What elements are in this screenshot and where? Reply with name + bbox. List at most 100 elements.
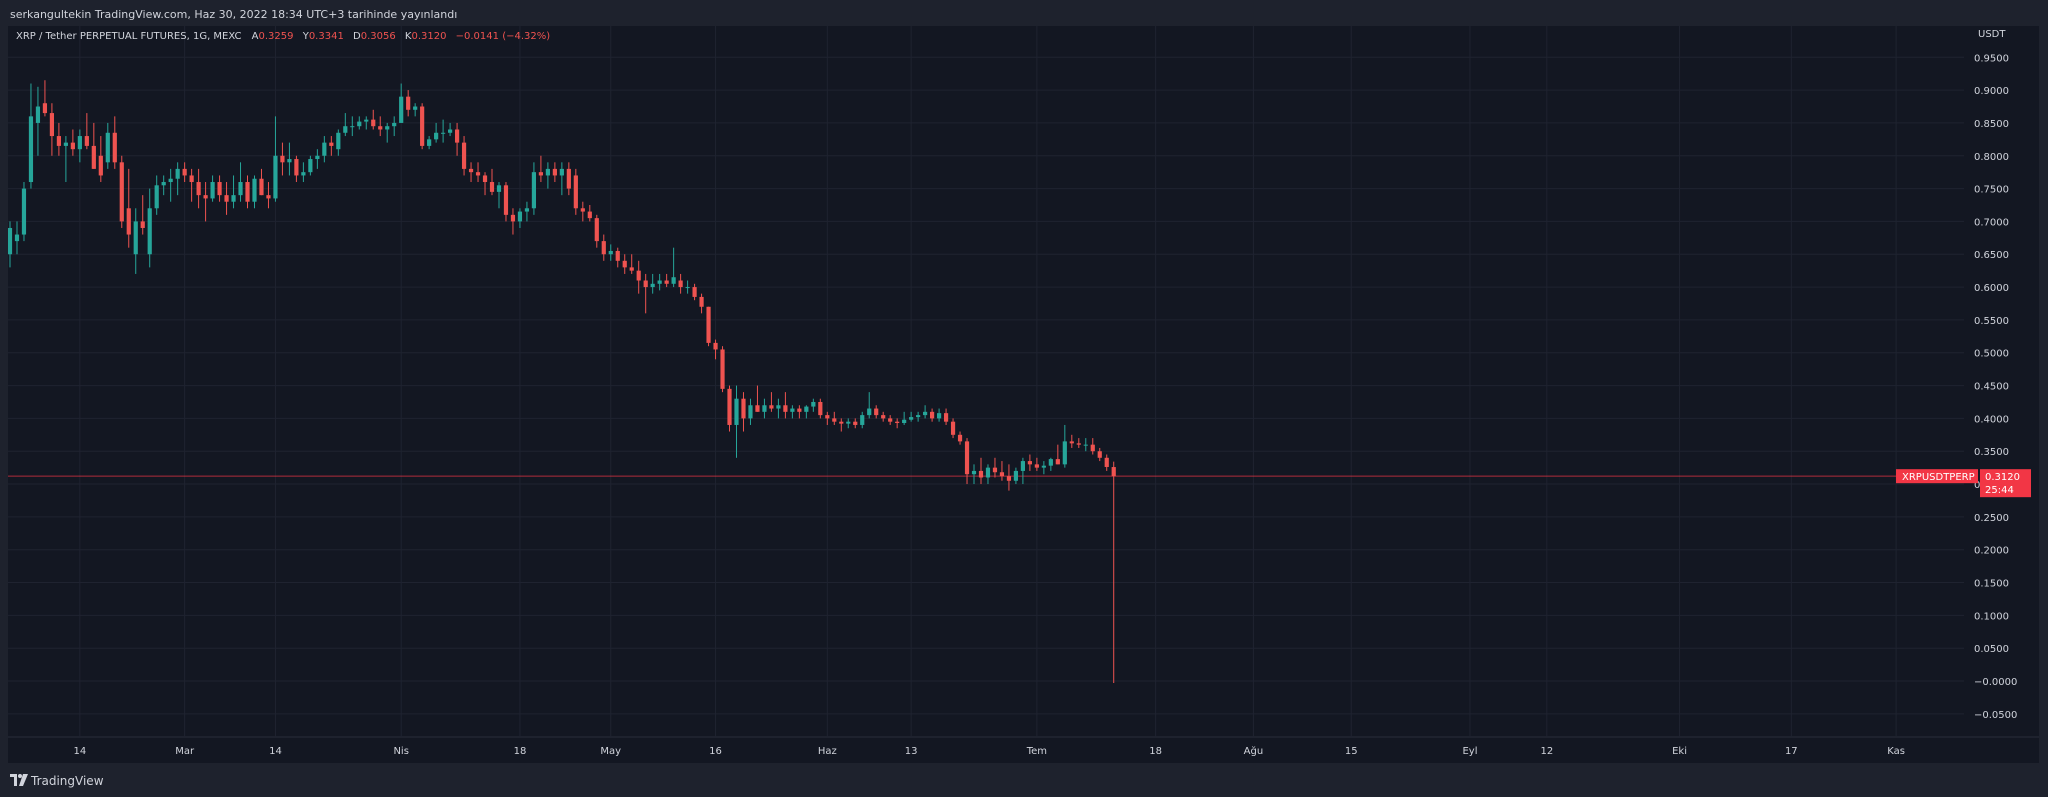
candle-body: [755, 405, 760, 412]
candle-body: [1013, 470, 1019, 481]
current-price-tag: XRPUSDTPERP 0.3120 25:44: [1896, 469, 2031, 498]
x-tick-label: Haz: [818, 746, 837, 757]
candle: [168, 168, 173, 202]
candle: [224, 182, 229, 215]
candle-body: [992, 467, 998, 473]
price-tag-background: [1980, 469, 2031, 498]
candle-body: [482, 175, 488, 183]
x-tick-label: 18: [514, 746, 527, 757]
candle: [992, 457, 998, 478]
candle-body: [1034, 464, 1039, 468]
candle-body: [685, 287, 690, 289]
candle: [63, 136, 68, 183]
candle-body: [978, 470, 984, 478]
candle-body: [322, 142, 327, 156]
candle: [8, 221, 13, 268]
candle: [301, 162, 306, 183]
candle-body: [231, 195, 236, 202]
candle: [252, 175, 257, 209]
candle-body: [1041, 465, 1046, 468]
candle: [825, 411, 830, 425]
candle: [441, 119, 446, 143]
candle-body: [902, 419, 907, 423]
candle-body: [846, 421, 851, 424]
chart-frame[interactable]: 0.9500 0.9000 0.8500 0.8000 0.7500 0.7000 0.65…: [8, 26, 2039, 763]
x-tick-label: Eki: [1672, 746, 1687, 757]
symbol-legend[interactable]: XRP / Tether PERPETUAL FUTURES, 1G, MEXC…: [16, 31, 550, 42]
y-tick-label: 0.9500: [1974, 53, 2009, 64]
candle-body: [182, 168, 187, 176]
candle-body: [811, 401, 816, 407]
candle-body: [189, 175, 194, 183]
candle-body: [804, 406, 809, 412]
candle: [245, 175, 250, 209]
candle: [231, 175, 236, 209]
candle-body: [126, 208, 131, 235]
candle-body: [727, 388, 732, 425]
candle: [748, 398, 753, 425]
candle: [804, 405, 809, 419]
candle: [916, 411, 921, 422]
candle: [1041, 461, 1046, 475]
candle-body: [301, 172, 306, 176]
price-tag-countdown: 25:44: [1985, 485, 2014, 496]
candle: [35, 86, 41, 156]
candle: [678, 273, 683, 294]
candle: [950, 418, 956, 439]
candle: [489, 168, 495, 196]
price-axis[interactable]: 0.9500 0.9000 0.8500 0.8000 0.7500 0.7000 0.65…: [1974, 53, 2017, 721]
candle-body: [999, 472, 1005, 477]
candle: [1020, 457, 1026, 485]
candle-body: [266, 195, 271, 199]
candle: [874, 405, 879, 419]
symbol-tag-background: [1896, 469, 1978, 484]
candle: [357, 116, 362, 130]
candle: [210, 175, 215, 202]
candle-body: [957, 434, 963, 442]
price-axis-unit: USDT: [1978, 29, 2006, 40]
candle: [790, 405, 795, 419]
candle: [496, 182, 502, 209]
candle-body: [238, 182, 243, 196]
candle: [755, 385, 760, 412]
candle: [985, 464, 991, 485]
candle-body: [49, 113, 55, 137]
y-tick-label: 0.3500: [1974, 447, 2009, 458]
price-tag-value: 0.3120: [1985, 472, 2020, 483]
candle: [531, 162, 537, 215]
candle: [475, 162, 481, 183]
candle-body: [399, 96, 404, 123]
candle: [587, 205, 592, 222]
candle: [1062, 424, 1067, 468]
candle: [1013, 467, 1019, 485]
candle-body: [147, 208, 152, 255]
candle: [797, 405, 802, 419]
candlestick-chart[interactable]: 0.9500 0.9000 0.8500 0.8000 0.7500 0.7000 0.65…: [8, 26, 2039, 763]
candle: [776, 398, 781, 419]
candle-body: [971, 470, 977, 475]
candle: [601, 234, 606, 261]
candle-body: [545, 168, 550, 176]
candle: [909, 411, 914, 422]
candle-body: [112, 132, 117, 163]
candle-body: [936, 413, 942, 419]
time-axis[interactable]: 14 Mar 14 Nis 18 May 16 Haz 13 Tem 18 Ağu 15 Eyl 12 Eki…: [73, 745, 1904, 757]
candle-body: [1083, 444, 1088, 446]
candle-body: [259, 178, 264, 196]
candle: [629, 254, 634, 274]
candle: [1111, 461, 1116, 684]
candle: [895, 418, 900, 429]
candle: [147, 188, 152, 268]
candle: [636, 260, 641, 294]
candle: [350, 116, 355, 137]
candle-body: [196, 182, 201, 196]
candle: [294, 155, 299, 183]
candle-body: [762, 405, 767, 412]
candle: [266, 182, 271, 209]
candle-body: [538, 172, 543, 176]
candle-body: [720, 349, 725, 389]
candle: [287, 142, 292, 176]
candle: [468, 162, 474, 183]
y-tick-label: 0.0500: [1974, 644, 2009, 655]
candle: [503, 182, 509, 222]
